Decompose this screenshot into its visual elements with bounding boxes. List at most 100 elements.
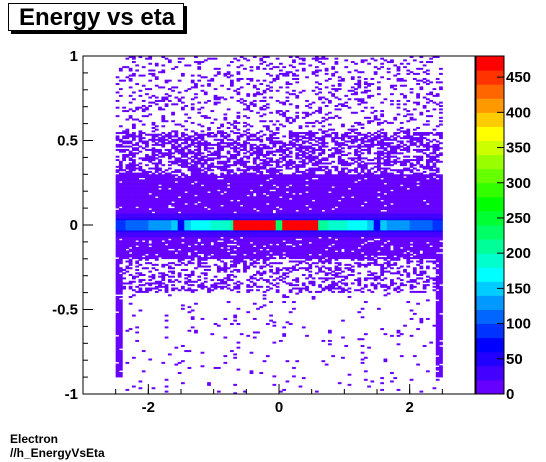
heatmap-cell: [256, 170, 260, 173]
heatmap-cell: [122, 287, 126, 290]
heatmap-cell: [167, 175, 172, 178]
heatmap-cell: [118, 250, 123, 253]
heatmap-cell: [314, 148, 319, 151]
heatmap-cell: [187, 187, 192, 190]
heatmap-cell: [239, 258, 244, 261]
heatmap-cell: [197, 279, 202, 282]
heatmap-cell: [220, 133, 224, 136]
heatmap-cell: [118, 350, 123, 353]
heatmap-cell: [256, 238, 260, 241]
heatmap-cell: [171, 218, 175, 221]
heatmap-cell: [292, 301, 296, 304]
heatmap-cell: [246, 187, 251, 190]
heatmap-cell: [190, 175, 195, 178]
heatmap-cell: [184, 160, 189, 163]
heatmap-cell: [256, 164, 260, 167]
heatmap-cell: [305, 248, 309, 251]
heatmap-cell: [243, 255, 247, 258]
heatmap-cell: [207, 226, 211, 229]
heatmap-cell: [187, 284, 192, 287]
heatmap-cell: [177, 182, 182, 185]
heatmap-cell: [275, 250, 280, 253]
heatmap-cell: [256, 165, 260, 168]
heatmap-cell: [298, 184, 303, 187]
heatmap-cell: [187, 211, 192, 214]
heatmap-cell: [236, 189, 241, 192]
heatmap-cell: [145, 219, 149, 222]
heatmap-cell: [252, 93, 257, 96]
heatmap-cell: [295, 219, 300, 222]
heatmap-cell: [135, 179, 140, 182]
heatmap-cell: [190, 201, 195, 204]
heatmap-cell: [138, 191, 143, 194]
heatmap-cell: [265, 280, 270, 283]
heatmap-cell: [292, 206, 296, 209]
heatmap-cell: [226, 108, 231, 111]
heatmap-cell: [308, 133, 313, 136]
heatmap-cell: [230, 157, 234, 160]
heatmap-cell: [181, 214, 185, 217]
heatmap-cell: [174, 186, 179, 189]
heatmap-cell: [259, 208, 264, 211]
heatmap-cell: [115, 233, 120, 236]
heatmap-cell: [275, 238, 280, 241]
heatmap-cell: [259, 274, 264, 276]
heatmap-cell: [145, 189, 149, 192]
heatmap-cell: [292, 118, 296, 121]
heatmap-cell: [301, 231, 306, 234]
heatmap-cell: [252, 138, 257, 141]
heatmap-cell: [226, 159, 231, 162]
heatmap-cell: [301, 57, 306, 60]
heatmap-cell: [252, 175, 257, 178]
heatmap-cell: [167, 181, 172, 184]
heatmap-cell: [115, 106, 120, 109]
heatmap-cell: [151, 130, 156, 133]
heatmap-cell: [216, 98, 221, 101]
heatmap-cell: [118, 353, 123, 356]
heatmap-cell: [190, 213, 195, 216]
heatmap-cell: [301, 203, 306, 206]
heatmap-cell: [239, 160, 244, 163]
heatmap-cell: [223, 221, 228, 224]
heatmap-cell: [259, 267, 264, 270]
heatmap-cell: [279, 240, 283, 243]
heatmap-cell: [115, 76, 120, 79]
heatmap-cell: [259, 167, 264, 170]
heatmap-cell: [259, 106, 264, 109]
heatmap-cell: [190, 233, 195, 236]
heatmap-cell: [115, 279, 120, 282]
heatmap-cell: [141, 250, 146, 253]
heatmap-cell: [282, 175, 287, 178]
heatmap-cell: [246, 290, 251, 293]
heatmap-cell: [233, 197, 238, 200]
heatmap-cell: [256, 307, 260, 310]
heatmap-cell: [181, 181, 185, 184]
heatmap-cell: [279, 157, 283, 160]
heatmap-cell: [148, 253, 153, 256]
heatmap-cell: [184, 187, 189, 190]
heatmap-cell: [115, 287, 120, 290]
heatmap-cell: [308, 231, 313, 234]
heatmap-cell: [282, 159, 287, 162]
heatmap-cell: [301, 142, 306, 145]
heatmap-cell: [161, 225, 166, 227]
heatmap-cell: [135, 218, 140, 221]
heatmap-cell: [295, 260, 300, 263]
heatmap-cell: [128, 280, 133, 283]
heatmap-cell: [220, 208, 224, 211]
heatmap-cell: [256, 219, 260, 222]
heatmap-cell: [115, 319, 120, 322]
heatmap-cell: [181, 382, 185, 385]
heatmap-cell: [305, 125, 309, 128]
heatmap-cell: [279, 252, 283, 255]
heatmap-cell: [164, 240, 169, 243]
heatmap-cell: [311, 174, 316, 177]
heatmap-cell: [158, 282, 162, 285]
heatmap-cell: [265, 238, 270, 241]
heatmap-cell: [122, 203, 126, 206]
heatmap-cell: [269, 245, 273, 248]
heatmap-cell: [145, 267, 149, 270]
heatmap-cell: [308, 282, 313, 285]
heatmap-cell: [262, 201, 267, 204]
heatmap-cell: [125, 267, 130, 270]
